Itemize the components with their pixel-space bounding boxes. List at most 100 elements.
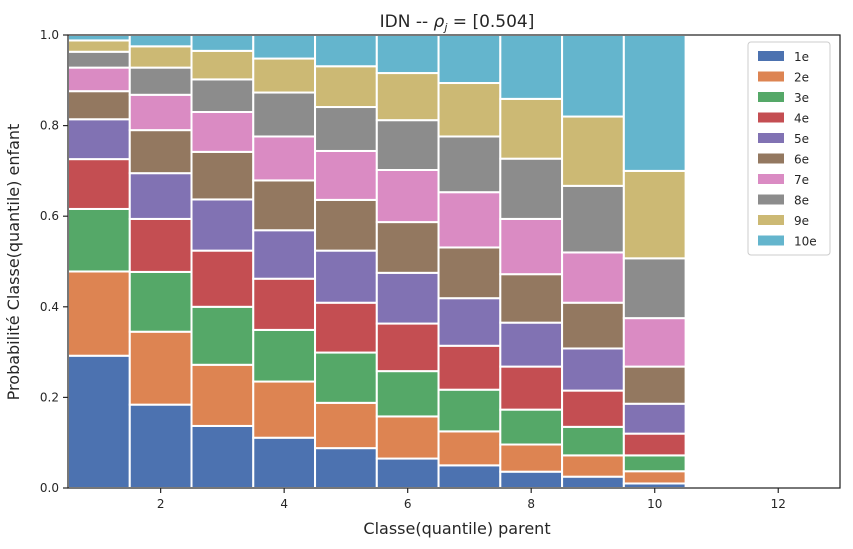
bar-segment-4-7e <box>252 135 317 182</box>
legend: 1e 2e 3e 4e 5e 6e 7e 8e 9e 10e <box>747 41 831 256</box>
legend-swatch-4e <box>758 112 784 123</box>
legend-label-10e: 10e <box>794 235 817 249</box>
legend-label-2e: 2e <box>794 71 809 85</box>
bar-segment-1-6e <box>67 90 131 121</box>
bar-segment-3-9e <box>190 49 255 81</box>
bar-segment-8-10e <box>499 34 564 100</box>
bar-segment-9-1e <box>561 475 625 489</box>
x-tick-label: 4 <box>280 497 288 511</box>
plot-frame <box>67 34 841 489</box>
chart-title: IDN -- ρj = [0.504] <box>380 12 535 34</box>
y-tick-label: 0.4 <box>40 300 59 314</box>
x-tick-label: 2 <box>157 497 165 511</box>
bar-segment-9-3e <box>561 425 625 457</box>
y-tick-label: 0.0 <box>40 481 59 495</box>
bar-segment-1-8e <box>67 50 131 69</box>
bar-segment-5-10e <box>314 34 378 68</box>
bar-segment-4-8e <box>252 91 317 138</box>
bar-segment-4-4e <box>252 277 317 331</box>
bar-segment-2-9e <box>128 45 193 69</box>
bar-segment-5-3e <box>314 351 378 404</box>
bar-segment-6-9e <box>375 72 440 122</box>
bar-segment-1-5e <box>67 118 131 161</box>
bar-segment-8-9e <box>499 97 564 160</box>
bar-segment-2-1e <box>128 403 193 490</box>
bar-segment-10-4e <box>622 432 687 457</box>
bar-segment-4-5e <box>252 229 317 280</box>
bar-segment-5-5e <box>314 249 378 304</box>
bar-segment-1-9e <box>67 39 131 53</box>
bar-segment-8-1e <box>499 470 564 489</box>
x-tick-label: 10 <box>647 497 662 511</box>
bar-segment-5-7e <box>314 149 378 201</box>
ticks-layer: 2 4 6 8 10 12 0.0 0.2 0.4 0.6 0.8 1.0 <box>40 28 786 511</box>
bar-segment-1-7e <box>67 66 131 93</box>
bar-segment-3-4e <box>190 249 255 308</box>
bar-segment-9-4e <box>561 389 625 428</box>
bar-segment-8-3e <box>499 408 564 446</box>
bar-segment-7-9e <box>437 82 502 138</box>
bar-segment-2-4e <box>128 217 193 273</box>
bar-segment-9-8e <box>561 184 625 254</box>
bar-segment-5-4e <box>314 301 378 354</box>
legend-swatch-5e <box>758 133 784 143</box>
bar-segment-1-3e <box>67 207 131 273</box>
bar-segment-1-2e <box>67 270 131 357</box>
bar-segment-6-3e <box>375 370 440 418</box>
bar-segment-10-2e <box>622 470 687 485</box>
x-tick-label: 6 <box>404 497 412 511</box>
bar-segment-8-4e <box>499 365 564 411</box>
y-tick-label: 0.2 <box>40 390 59 404</box>
bar-segment-6-7e <box>375 168 440 224</box>
bar-segment-6-2e <box>375 415 440 460</box>
bar-segment-6-10e <box>375 34 440 75</box>
bar-segment-3-3e <box>190 305 255 366</box>
bars-layer <box>67 34 687 490</box>
bar-segment-5-8e <box>314 106 378 152</box>
bar-segment-3-5e <box>190 198 255 252</box>
bar-segment-4-9e <box>252 57 317 94</box>
bar-segment-5-2e <box>314 401 378 450</box>
bar-segment-4-1e <box>252 436 317 490</box>
bar-segment-9-2e <box>561 454 625 478</box>
legend-label-8e: 8e <box>794 194 809 208</box>
bar-segment-7-3e <box>437 388 502 433</box>
bar-segment-10-3e <box>622 454 687 473</box>
legend-swatch-8e <box>758 194 784 205</box>
bar-segment-10-5e <box>622 402 687 435</box>
bar-segment-4-2e <box>252 380 317 439</box>
legend-swatch-9e <box>758 215 784 225</box>
bar-segment-6-8e <box>375 119 440 171</box>
legend-label-6e: 6e <box>794 153 809 167</box>
bar-segment-8-7e <box>499 217 564 276</box>
legend-swatch-10e <box>758 235 784 246</box>
bar-segment-7-6e <box>437 246 502 300</box>
bar-segment-2-6e <box>128 129 193 175</box>
bar-segment-2-10e <box>128 34 193 48</box>
legend-label-5e: 5e <box>794 132 809 146</box>
bar-segment-1-10e <box>67 34 131 42</box>
bar-segment-10-10e <box>622 34 687 172</box>
bar-segment-3-6e <box>190 150 255 201</box>
bar-segment-5-1e <box>314 447 378 489</box>
y-tick-label: 0.6 <box>40 209 59 223</box>
y-tick-label: 0.8 <box>40 119 59 133</box>
bar-segment-2-5e <box>128 172 193 220</box>
bar-segment-3-7e <box>190 111 255 153</box>
bar-segment-8-8e <box>499 157 564 220</box>
bar-segment-6-5e <box>375 271 440 325</box>
bar-segment-8-2e <box>499 443 564 473</box>
legend-swatch-7e <box>758 174 784 184</box>
bar-segment-2-3e <box>128 270 193 333</box>
bar-segment-2-2e <box>128 330 193 406</box>
bar-segment-9-5e <box>561 347 625 392</box>
bar-segment-7-8e <box>437 135 502 194</box>
bar-segment-2-7e <box>128 93 193 132</box>
legend-label-4e: 4e <box>794 112 809 126</box>
bar-segment-10-9e <box>622 169 687 260</box>
x-tick-label: 8 <box>527 497 535 511</box>
bar-segment-7-1e <box>437 464 502 490</box>
bar-segment-8-5e <box>499 321 564 368</box>
bar-segment-4-3e <box>252 328 317 383</box>
